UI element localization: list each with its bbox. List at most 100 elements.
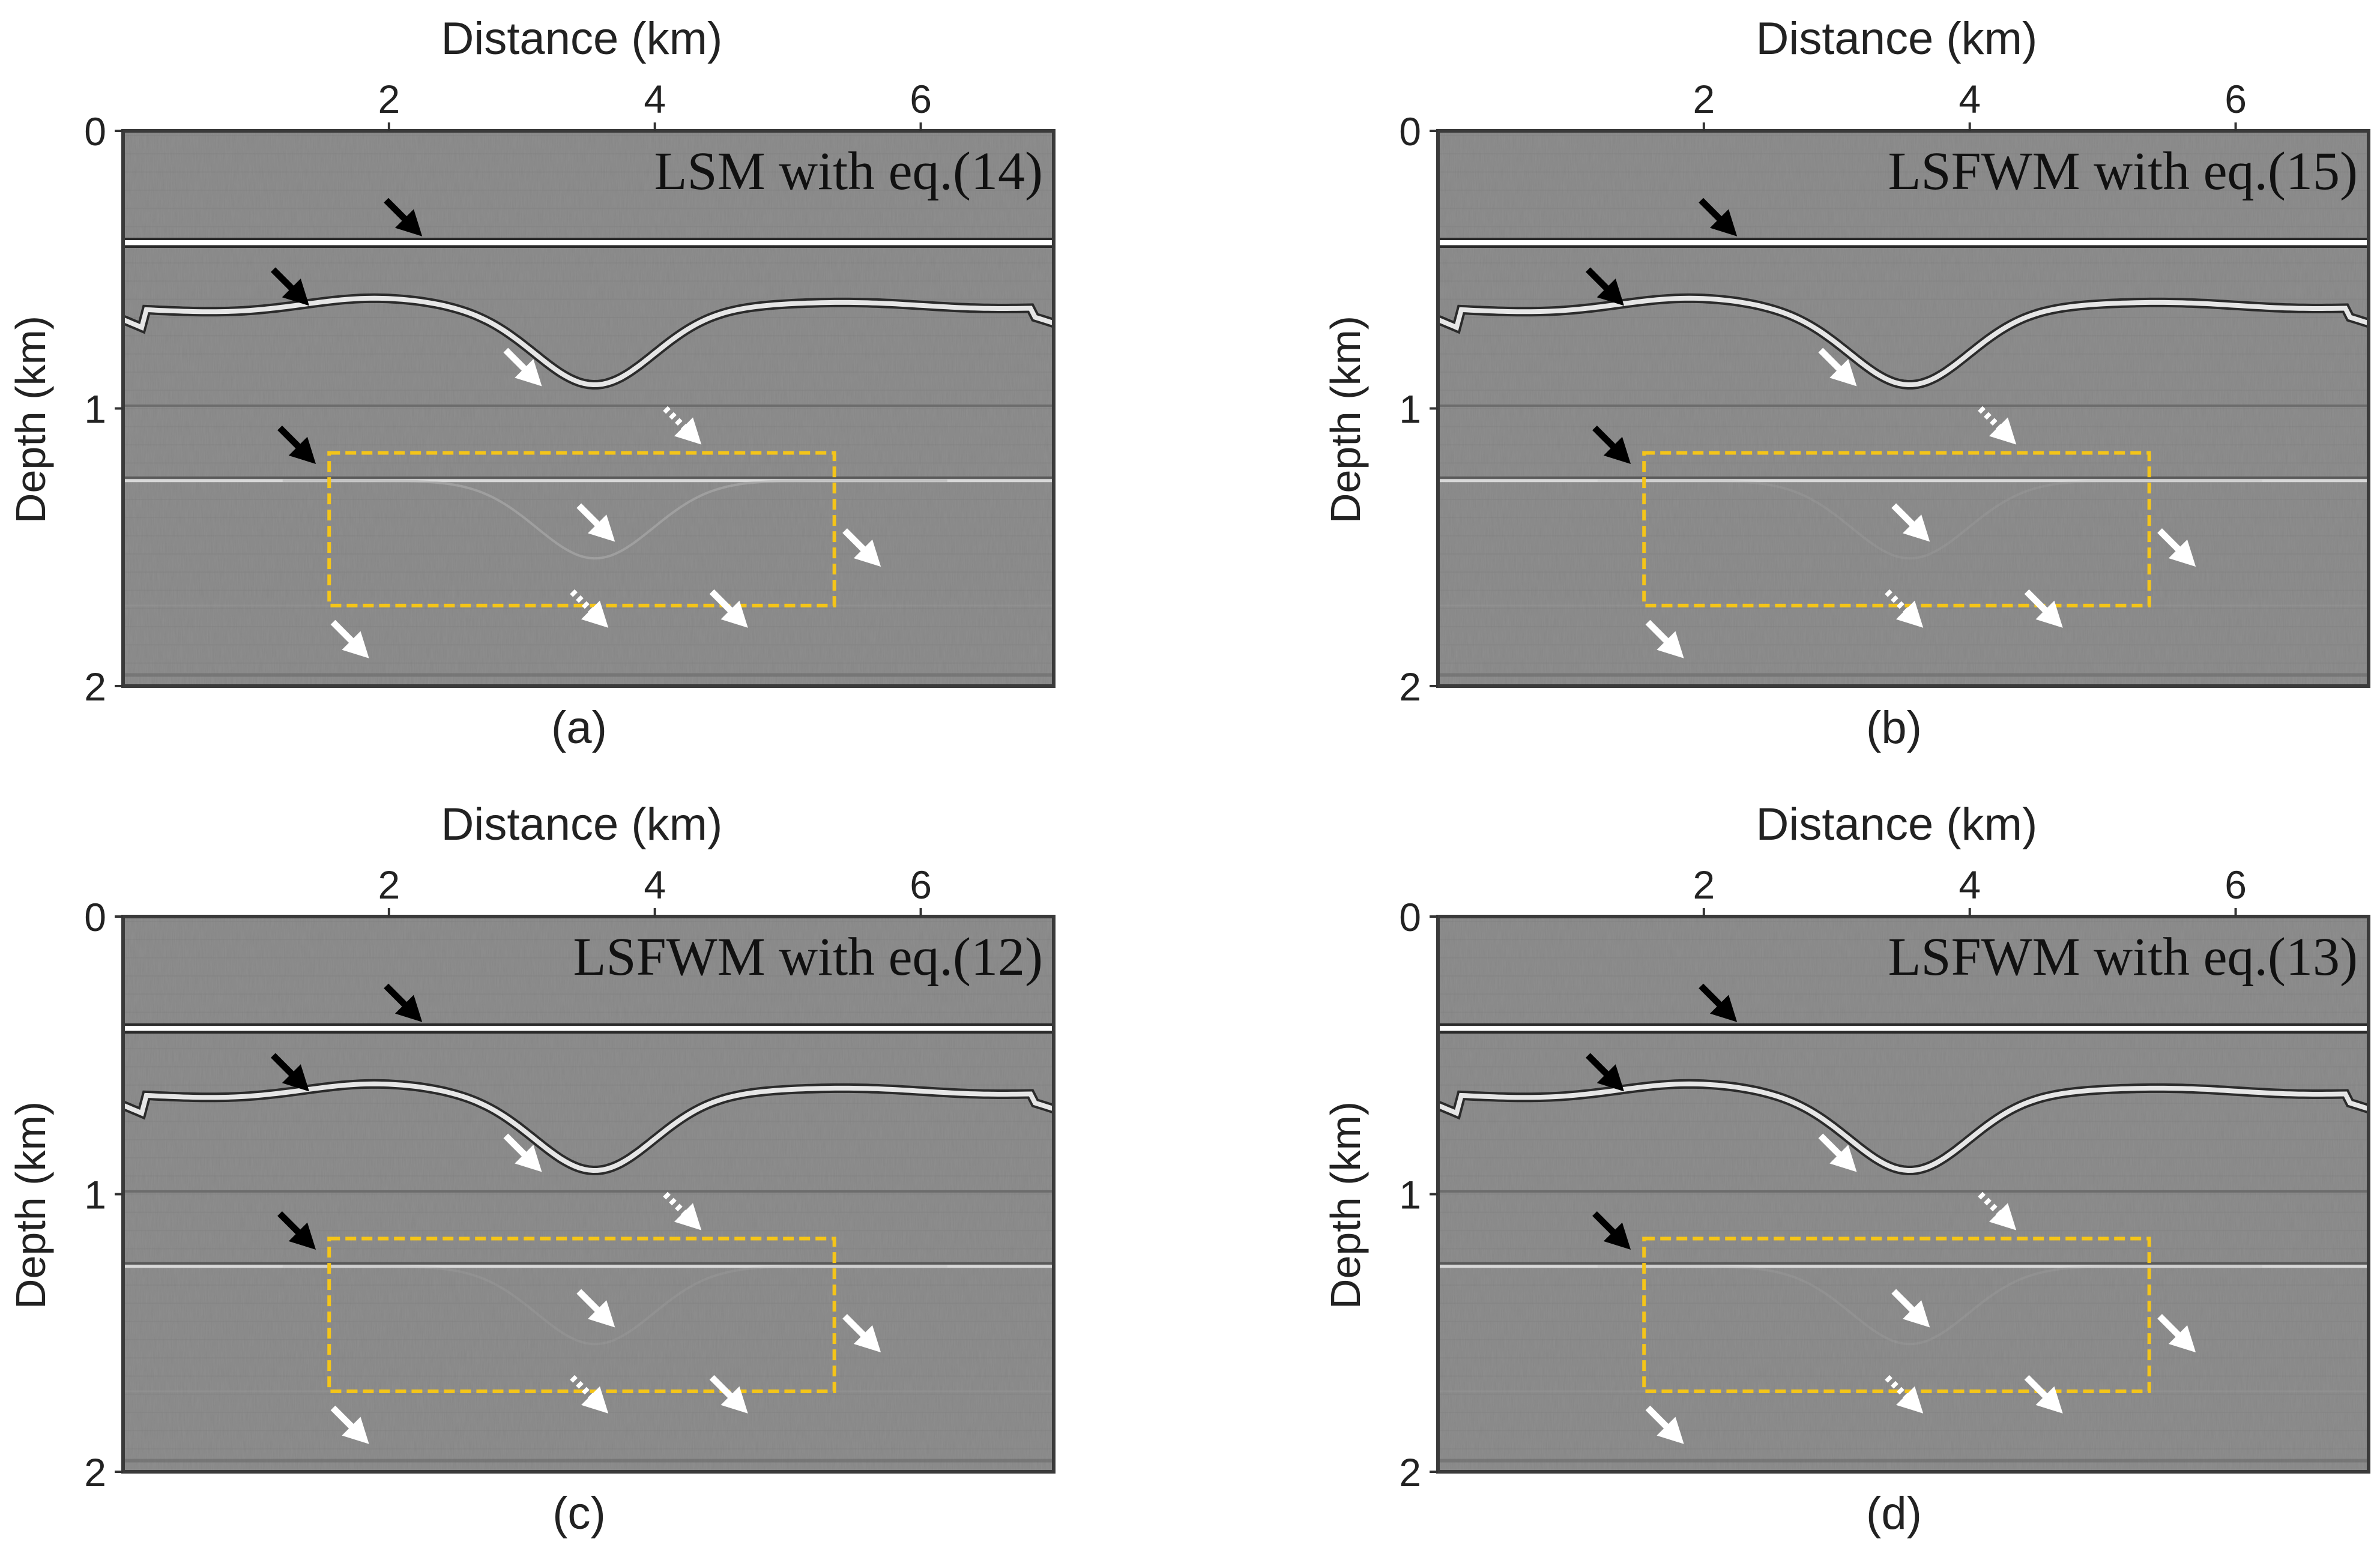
white-arrow: [842, 528, 881, 567]
arrow-head: [588, 1300, 615, 1328]
arrow-head: [2035, 1386, 2063, 1414]
artifact-curve: [1597, 1265, 2262, 1346]
white-arrow: [570, 1375, 609, 1414]
reflector-curve: [123, 1081, 1054, 1173]
black-arrow: [384, 197, 423, 236]
reflector-curve: [123, 295, 1054, 388]
arrow-head: [1603, 436, 1631, 464]
x-axis-label: Distance (km): [1756, 799, 2038, 850]
y-tick-label: 0: [1399, 895, 1421, 939]
y-axis-label: Depth (km): [1322, 316, 1369, 523]
y-axis-label: Depth (km): [7, 316, 54, 523]
plot-texture: [1438, 131, 2369, 686]
x-tick-label: 4: [644, 863, 666, 907]
y-axis-label: Depth (km): [7, 1101, 54, 1309]
white-arrow: [1978, 406, 2017, 445]
arrow-head: [1657, 631, 1684, 658]
arrow-head: [515, 359, 542, 387]
y-tick-label: 0: [84, 109, 106, 154]
panel-title: LSFWM with eq.(12): [573, 927, 1043, 987]
arrow-head: [588, 514, 615, 542]
arrow-head: [674, 1203, 702, 1230]
white-arrow: [1891, 1289, 1930, 1328]
white-arrow: [1818, 1133, 1857, 1172]
panel-label: (b): [1866, 702, 1922, 753]
y-tick-label: 2: [1399, 1450, 1421, 1495]
arrow-head: [1603, 1222, 1631, 1250]
artifact-curve: [282, 479, 947, 560]
x-axis-label: Distance (km): [441, 799, 723, 850]
arrow-head: [1895, 1386, 1924, 1414]
x-tick-label: 4: [644, 77, 666, 121]
arrow-head: [342, 631, 369, 658]
arrow-head: [288, 1222, 316, 1250]
arrow-head: [288, 436, 316, 464]
black-arrow: [1592, 1211, 1631, 1250]
arrow-head: [342, 1417, 369, 1444]
white-arrow: [663, 406, 702, 445]
x-tick-label: 2: [1693, 863, 1715, 907]
x-tick-label: 4: [1959, 77, 1981, 121]
arrow-head: [1895, 600, 1924, 628]
panel-label: (c): [552, 1488, 606, 1539]
arrow-head: [282, 1064, 309, 1092]
y-tick-label: 2: [84, 664, 106, 709]
y-tick-label: 1: [84, 1173, 106, 1217]
white-arrow: [1645, 1405, 1684, 1444]
panel-title: LSFWM with eq.(13): [1888, 927, 2358, 987]
white-arrow: [2024, 1375, 2063, 1414]
arrow-head: [1989, 1203, 2017, 1230]
black-arrow: [277, 426, 316, 464]
reflector-curve: [1438, 295, 2369, 388]
y-tick-label: 1: [1399, 1173, 1421, 1217]
arrow-head: [1596, 279, 1624, 306]
panel-4: 2 4 6 Distance (km) 0 1 2 Depth (km) LSFWM with …: [1322, 799, 2370, 1539]
x-axis-label: Distance (km): [1756, 13, 2038, 64]
white-arrow: [709, 589, 748, 628]
arrow-head: [674, 417, 702, 445]
highlight-box: [327, 451, 836, 607]
x-tick-label: 4: [1959, 863, 1981, 907]
white-arrow: [2024, 589, 2063, 628]
white-arrow: [1978, 1191, 2017, 1230]
plot-texture: [123, 131, 1054, 686]
white-arrow: [1885, 589, 1924, 628]
white-arrow: [503, 348, 542, 387]
x-tick-label: 6: [910, 77, 932, 121]
plot-inner: [1438, 983, 2369, 1463]
y-tick-label: 0: [84, 895, 106, 939]
white-arrow: [1818, 348, 1857, 387]
plot-inner: [1438, 197, 2369, 677]
x-tick-label: 6: [910, 863, 932, 907]
arrow-head: [1903, 1300, 1930, 1328]
panel-title: LSFWM with eq.(15): [1888, 142, 2358, 201]
white-arrow: [330, 1405, 369, 1444]
plot-inner: [123, 983, 1054, 1463]
highlight-box: [327, 1236, 836, 1393]
artifact-curve: [282, 1265, 947, 1346]
black-arrow: [271, 267, 309, 306]
arrow-head: [1829, 359, 1857, 387]
x-tick-label: 6: [2224, 77, 2247, 121]
panel-label: (d): [1866, 1488, 1922, 1539]
white-arrow: [503, 1133, 542, 1172]
plot-texture: [123, 917, 1054, 1472]
arrow-head: [581, 600, 609, 628]
arrow-head: [581, 1386, 609, 1414]
white-arrow: [570, 589, 609, 628]
arrow-head: [853, 539, 881, 567]
white-arrow: [663, 1191, 702, 1230]
white-arrow: [1645, 619, 1684, 658]
arrow-head: [1903, 514, 1930, 542]
panel-3: 2 4 6 Distance (km) 0 1 2 Depth (km) LSFWM with …: [7, 799, 1056, 1539]
black-arrow: [1592, 426, 1631, 464]
black-arrow: [1699, 983, 1738, 1022]
white-arrow: [709, 1375, 748, 1414]
white-arrow: [842, 1314, 881, 1353]
panels: 2 4 6 Distance (km) 0 1 2 Depth (km) LSM with eq…: [7, 13, 2370, 1539]
highlight-box: [1642, 1236, 2151, 1393]
white-arrow: [1885, 1375, 1924, 1414]
panel-title: LSM with eq.(14): [654, 142, 1043, 201]
black-arrow: [1699, 197, 1738, 236]
